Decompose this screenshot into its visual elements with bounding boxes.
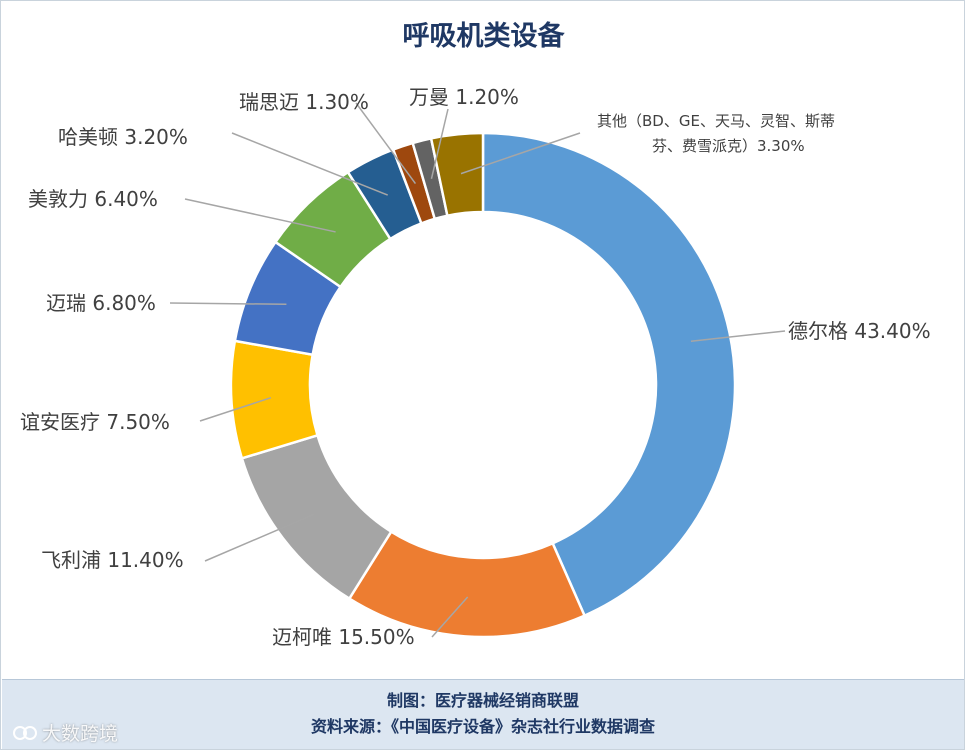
watermark-text: 大数跨境 [42,723,119,745]
label-mindray: 迈瑞 6.80% [46,291,156,315]
leader-philips [204,513,315,562]
leader-medtronic [184,198,336,233]
leader-others [460,132,581,175]
label-maquet: 迈柯唯 15.50% [272,625,415,649]
label-hamilton: 哈美顿 3.20% [58,125,188,149]
slice-draeger [481,131,737,618]
leader-resmed [355,102,417,184]
slice-others [429,131,485,218]
watermark: 大数跨境 [12,719,118,746]
label-others-line1: 其他（BD、GE、天马、灵智、斯蒂 [597,112,835,130]
label-draeger: 德尔格 43.40% [788,319,931,343]
label-medtronic: 美敦力 6.40% [28,187,158,211]
label-resmed: 瑞思迈 1.30% [239,90,369,114]
donut-slices [229,131,737,639]
watermark-logo-icon [13,726,37,740]
leader-mindray [169,302,287,306]
label-others-line2: 芬、费雪派克）3.30% [652,137,805,155]
leader-wanman [430,108,449,180]
leader-lines [169,102,786,638]
label-philips: 飞利浦 11.40% [41,548,184,572]
footer-credit: 制图：医疗器械经销商联盟 [386,691,579,710]
donut-chart: 德尔格 43.40% 迈柯唯 15.50% 飞利浦 11.40% 谊安医疗 7.… [20,85,931,649]
chart-title: 呼吸机类设备 [402,21,565,52]
label-wanman: 万曼 1.20% [409,85,519,109]
leader-maquet [431,596,469,638]
leader-hamilton [231,132,388,196]
leader-draeger [690,330,786,342]
slice-maquet [347,529,587,639]
source-footer: 制图：医疗器械经销商联盟 资料来源：《中国医疗设备》杂志社行业数据调查 [2,679,964,749]
label-aeonmed: 谊安医疗 7.50% [20,410,170,434]
footer-source: 资料来源：《中国医疗设备》杂志社行业数据调查 [310,717,655,736]
leader-aeonmed [199,396,272,422]
